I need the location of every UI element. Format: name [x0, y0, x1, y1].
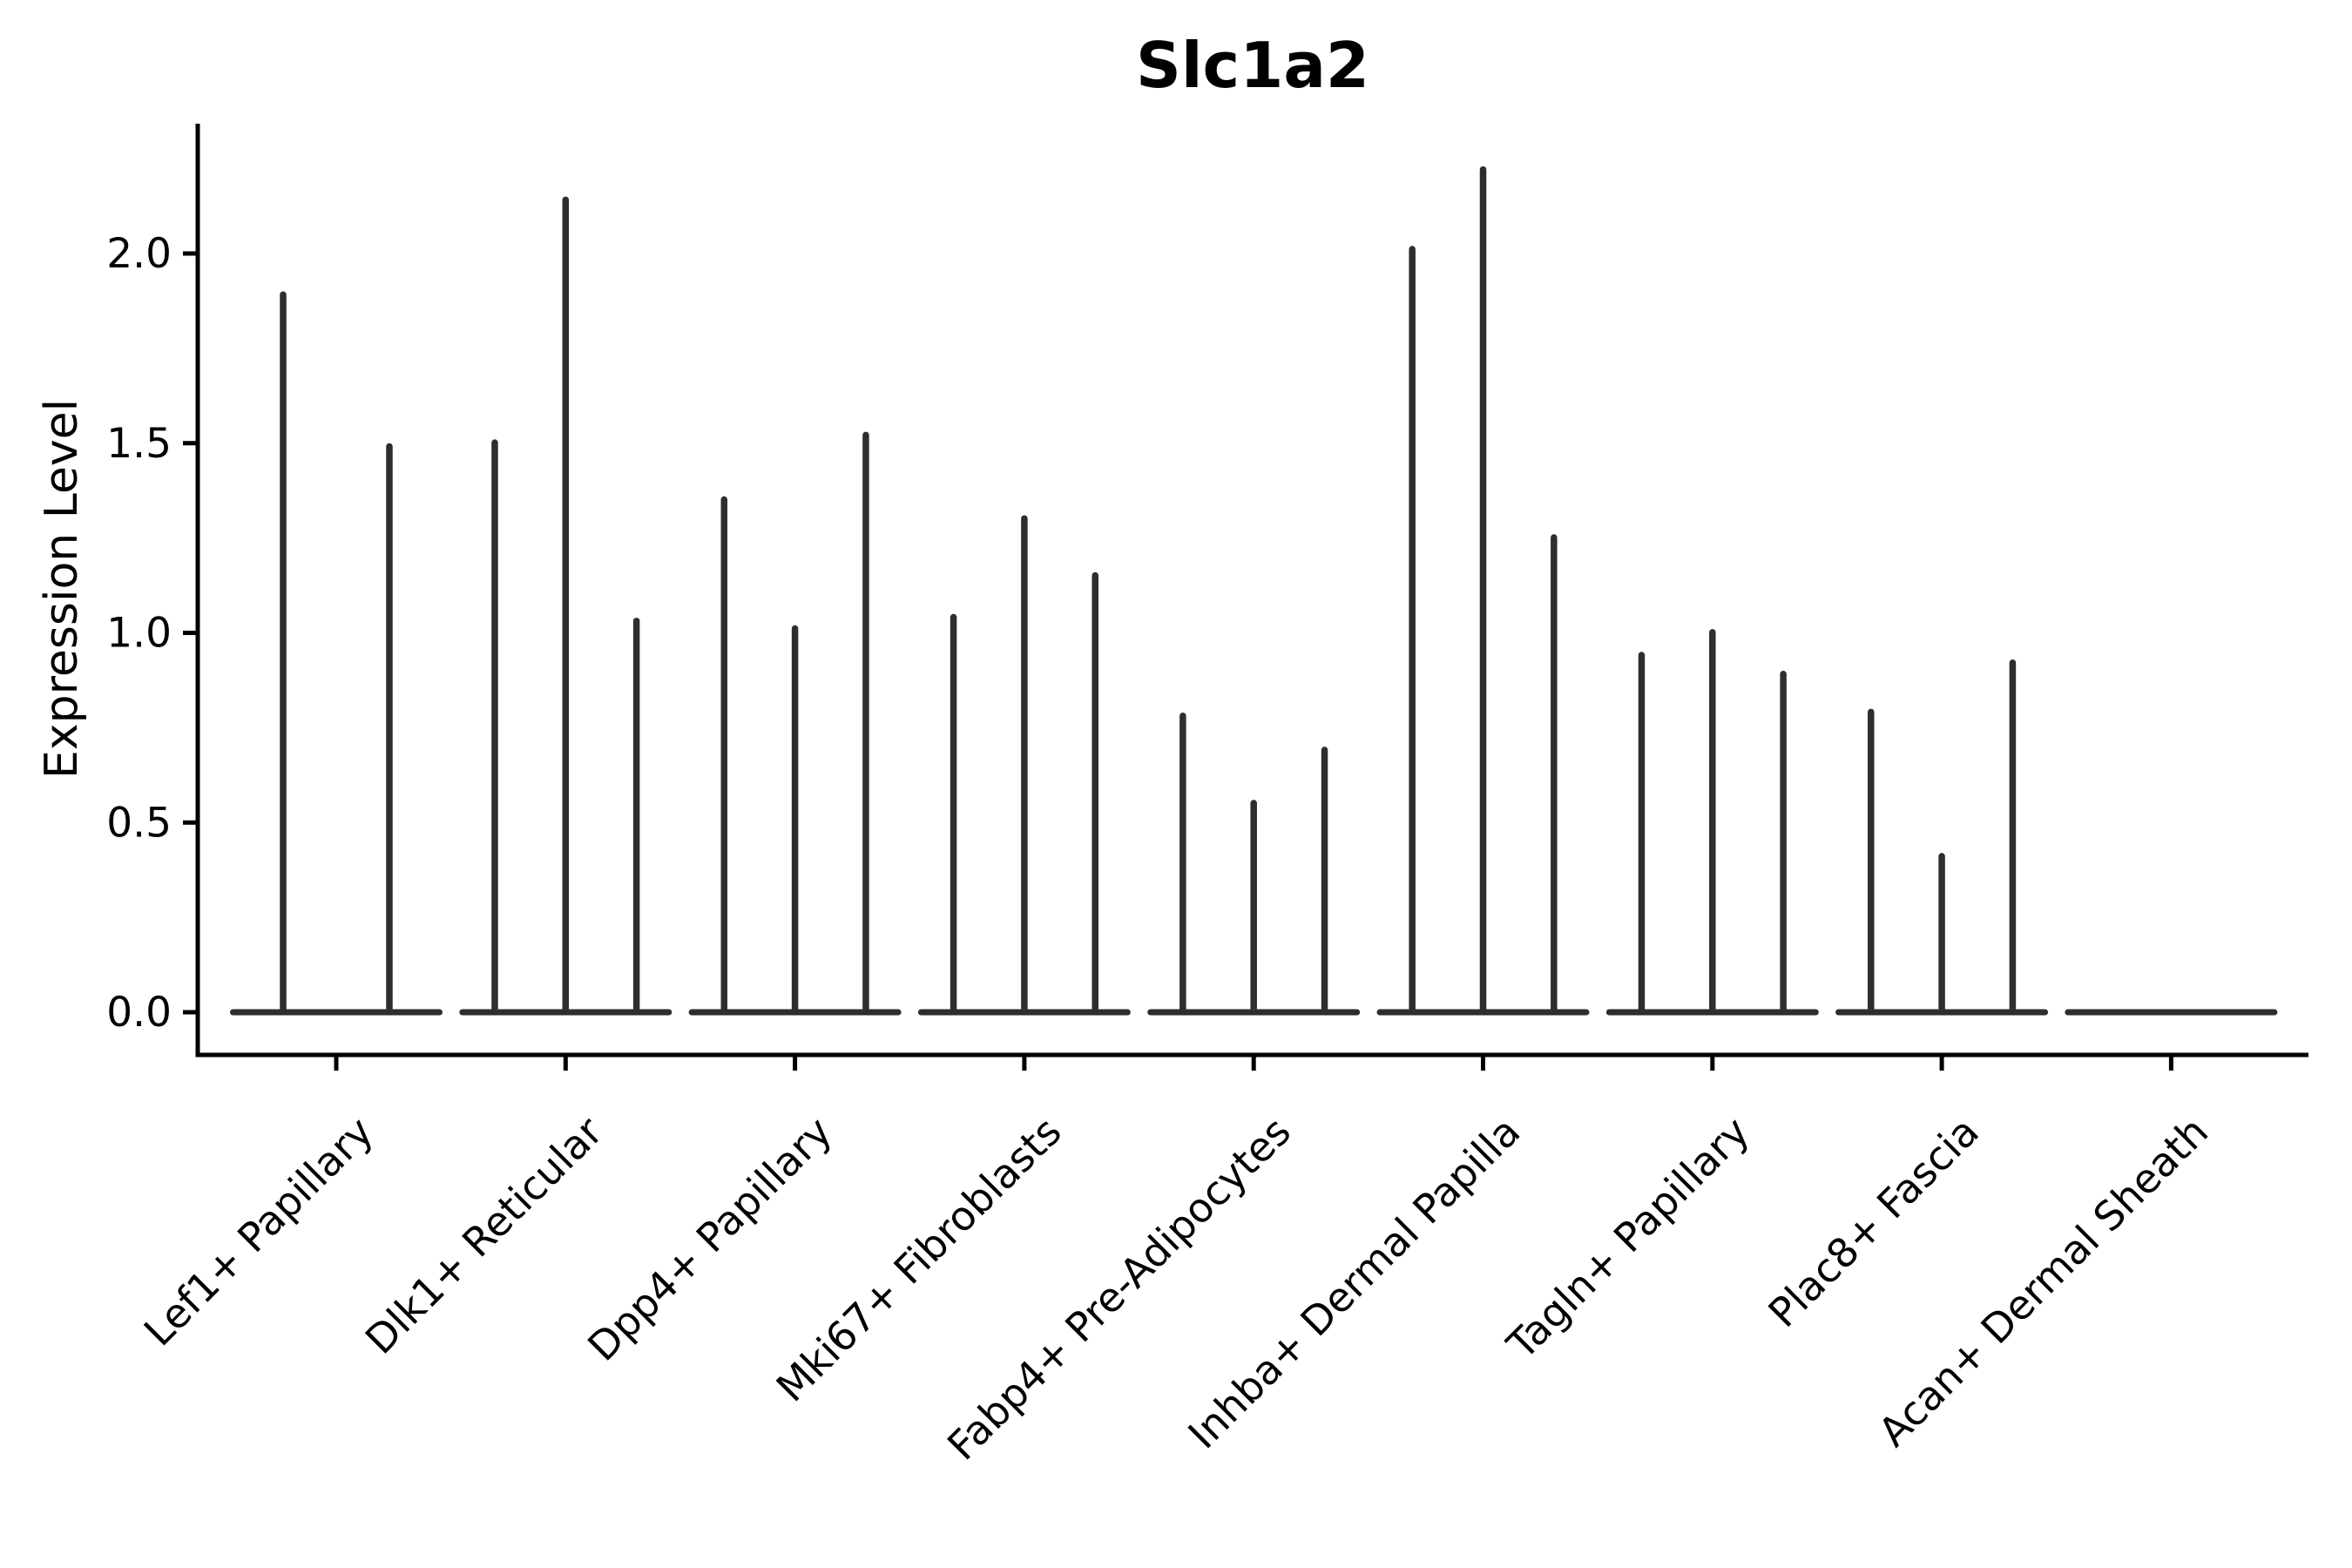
violin-spike — [1938, 853, 1945, 1016]
violin-spike — [1638, 652, 1646, 1016]
violin-spike — [1780, 671, 1787, 1016]
x-tick-label: Lef1+ Papillary — [135, 1108, 382, 1355]
violin-spike — [862, 431, 869, 1016]
x-tick-label: Dlk1+ Reticular — [356, 1108, 612, 1363]
x-tick-label: Tagln+ Papillary — [1497, 1108, 1759, 1369]
x-tick-label: Dpp4+ Papillary — [578, 1108, 841, 1370]
violin-spike — [1092, 571, 1098, 1016]
violin-baseline — [230, 1009, 443, 1016]
violin-spike — [1250, 800, 1257, 1016]
violin-spike — [632, 618, 640, 1016]
violin-baseline — [2065, 1009, 2278, 1016]
violin-spike — [2009, 659, 2017, 1016]
y-axis-label: Expression Level — [36, 399, 88, 779]
y-tick-label: 1.0 — [106, 610, 172, 658]
violin-spike — [1551, 534, 1558, 1016]
violin-spike — [1321, 747, 1328, 1016]
violin-spike — [1409, 246, 1416, 1016]
violin-spike — [562, 196, 570, 1016]
y-tick-label: 1.5 — [106, 420, 172, 468]
x-tick-label: Plac8+ Fascia — [1759, 1108, 1987, 1336]
violin-spike — [950, 613, 957, 1016]
violin-spike — [1868, 708, 1875, 1016]
violin-spike — [1021, 515, 1028, 1016]
y-tick-label: 2.0 — [106, 230, 172, 278]
y-tick-label: 0.0 — [106, 989, 172, 1037]
violin-spike — [1179, 712, 1186, 1016]
violin-spike — [386, 443, 393, 1016]
violin-spike — [720, 496, 728, 1016]
y-tick-label: 0.5 — [106, 799, 172, 847]
violin-spike — [1709, 629, 1716, 1016]
chart-title: Slc1a2 — [1136, 29, 1369, 102]
violin-spike — [791, 625, 799, 1016]
violin-spike — [491, 439, 498, 1016]
violin-spike — [280, 291, 287, 1016]
violin-spike — [1479, 166, 1487, 1016]
